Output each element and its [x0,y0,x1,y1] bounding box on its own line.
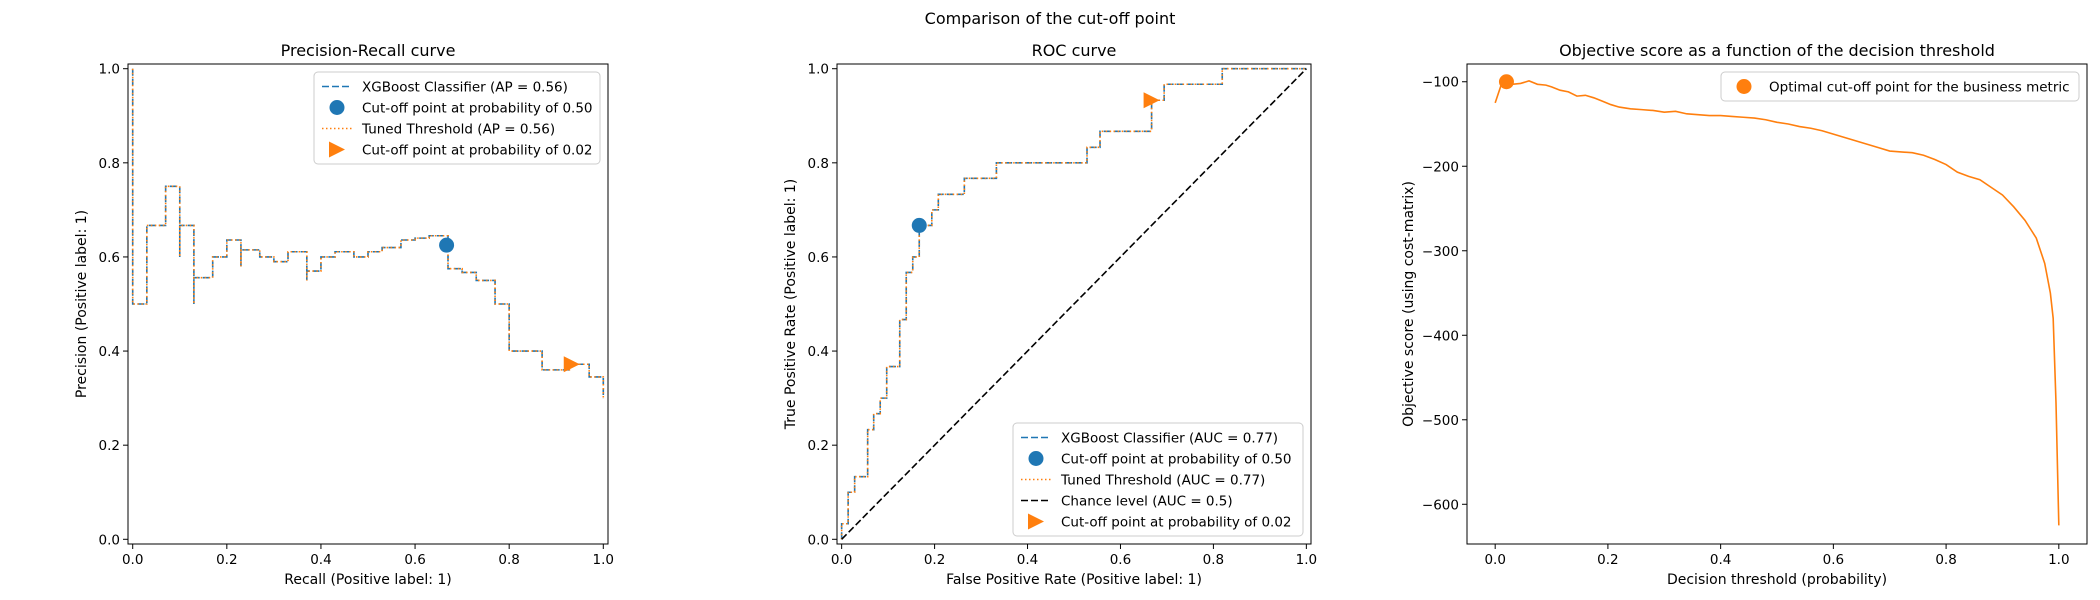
axes-frame [127,63,609,545]
x-tick-label: 0.8 [498,552,519,568]
x-tick-label: 0.2 [1597,552,1618,568]
axes-title: ROC curve [1032,41,1117,60]
series-line-1 [131,68,605,399]
x-tick-label: 0.0 [122,552,143,568]
x-tick-label: 0.0 [831,552,852,568]
x-tick-label: 0.2 [216,552,237,568]
axes-title: Precision-Recall curve [281,41,456,60]
axes-frame [1466,63,2088,545]
x-tick-label: 0.0 [1484,552,1505,568]
cut-off-marker-0 [439,237,455,253]
x-axis-label: Decision threshold (probability) [1667,572,1887,588]
y-tick-label: 0.8 [99,156,120,172]
x-tick-label: 0.8 [1935,552,1956,568]
x-tick-label: 0.6 [1110,552,1131,568]
y-tick-label: −600 [1422,497,1459,513]
y-axis-label: Precision (Positive label: 1) [74,210,90,398]
legend: Optimal cut-off point for the business m… [1720,71,2080,102]
y-tick-label: 0.4 [99,344,120,360]
y-tick-label: 0.6 [99,250,120,266]
figure-suptitle: Comparison of the cut-off point [925,9,1176,28]
y-tick-label: 1.0 [99,62,120,78]
y-tick-label: −500 [1422,413,1459,429]
y-tick-label: −300 [1422,244,1459,260]
legend-label: XGBoost Classifier (AP = 0.56) [362,80,568,96]
x-tick-label: 0.6 [404,552,425,568]
y-tick-label: 1.0 [808,62,829,78]
plot-area [131,68,605,399]
y-tick-label: 0.8 [808,156,829,172]
legend-handle-marker [1028,451,1044,466]
legend: XGBoost Classifier (AP = 0.56) Cut-off po… [313,71,601,165]
legend-frame [1012,422,1304,537]
y-tick-label: −400 [1422,328,1459,344]
y-tick-label: −100 [1422,75,1459,91]
roc-panel: ROC curve 0.0 0.2 0.4 0.6 0.8 1.0 0.0 0.2 0.4 0.6 0… [783,41,1317,588]
y-axis-label: True Positive Rate (Positive label: 1) [783,179,799,430]
legend-label: Tuned Threshold (AP = 0.56) [361,122,555,138]
y-axis-label: Objective score (using cost-matrix) [1401,181,1417,427]
legend-label: Cut-off point at probability of 0.02 [362,143,593,159]
x-tick-label: 1.0 [593,552,614,568]
x-tick-label: 0.8 [1203,552,1224,568]
x-tick-label: 0.4 [310,552,331,568]
legend-label: XGBoost Classifier (AUC = 0.77) [1061,431,1278,447]
legend-label: Optimal cut-off point for the business m… [1769,80,2070,96]
axes-frame [836,63,1312,545]
legend-handle-marker [1736,79,1752,94]
legend-handle-marker [1028,513,1044,530]
x-tick-label: 1.0 [1296,552,1317,568]
legend: XGBoost Classifier (AUC = 0.77) Cut-off p… [1012,422,1304,537]
series-line-0 [131,68,605,399]
cut-off-marker-0 [911,217,927,233]
legend-handle-marker [329,100,345,115]
legend-label: Cut-off point at probability of 0.02 [1061,515,1292,531]
x-tick-label: 0.6 [1823,552,1844,568]
cut-off-marker-0 [1498,74,1514,90]
y-tick-label: 0.2 [99,438,120,454]
series-line-0 [1494,80,2060,526]
precision-recall-panel: Precision-Recall curve 0.0 0.2 0.4 0.6 0.8 1.0… [74,41,614,588]
series-line-2 [841,68,1307,540]
plot-area [840,67,1307,540]
series-line-0 [840,67,1307,540]
plot-area [1494,74,2060,526]
y-tick-label: 0.2 [808,438,829,454]
legend-label: Tuned Threshold (AUC = 0.77) [1060,473,1265,489]
axes-title: Objective score as a function of the dec… [1559,41,1995,60]
legend-label: Chance level (AUC = 0.5) [1061,494,1233,510]
legend-frame [1720,71,2080,102]
y-tick-label: 0.0 [99,532,120,548]
x-tick-label: 1.0 [2048,552,2069,568]
y-tick-label: −200 [1422,159,1459,175]
cut-off-marker-1 [1143,92,1160,109]
x-tick-label: 0.2 [924,552,945,568]
x-tick-label: 0.4 [1017,552,1038,568]
y-tick-label: 0.4 [808,344,829,360]
cut-off-marker-1 [563,356,580,373]
legend-label: Cut-off point at probability of 0.50 [1061,452,1292,468]
legend-label: Cut-off point at probability of 0.50 [362,101,593,117]
legend-frame [313,71,601,165]
y-tick-label: 0.6 [808,250,829,266]
y-tick-label: 0.0 [808,532,829,548]
x-axis-label: Recall (Positive label: 1) [284,572,452,588]
x-axis-label: False Positive Rate (Positive label: 1) [946,572,1202,588]
legend-handle-marker [329,141,345,158]
x-tick-label: 0.4 [1710,552,1731,568]
objective-score-panel: Objective score as a function of the dec… [1401,41,2088,588]
